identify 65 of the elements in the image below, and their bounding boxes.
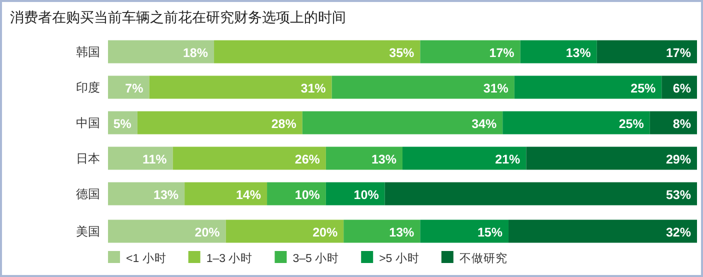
data-label: 17%: [666, 46, 691, 60]
data-label: 31%: [300, 81, 326, 96]
data-label: 25%: [630, 81, 656, 96]
y-tick-label: 德国: [76, 186, 100, 201]
data-label: 14%: [236, 188, 262, 202]
bar: [520, 40, 597, 64]
chart-title: 消费者在购买当前车辆之前花在研究财务选项上的时间: [10, 9, 346, 25]
legend-label: 1–3 小时: [206, 252, 253, 265]
bar: [384, 182, 697, 206]
bar: [214, 40, 420, 64]
bar: [332, 76, 514, 99]
y-tick-label: 韩国: [76, 44, 100, 59]
data-label: 5%: [113, 116, 132, 131]
data-label: 25%: [618, 116, 644, 131]
data-label: 29%: [666, 152, 691, 166]
bar: [108, 146, 173, 170]
y-tick-label: 印度: [76, 80, 100, 94]
bar: [108, 76, 150, 99]
data-label: 10%: [354, 188, 379, 202]
bar: [650, 111, 697, 134]
data-label: 34%: [472, 116, 497, 131]
legend-label: >5 小时: [379, 252, 420, 265]
data-label: 13%: [371, 152, 396, 166]
data-label: 13%: [154, 188, 179, 202]
data-label: 21%: [495, 152, 520, 166]
data-label: 17%: [489, 46, 514, 60]
bar: [420, 40, 520, 64]
bar: [514, 76, 662, 99]
bar: [402, 146, 526, 170]
data-label: 6%: [672, 81, 691, 96]
data-label: 11%: [142, 152, 167, 166]
data-label: 10%: [294, 188, 320, 202]
data-label: 18%: [182, 46, 208, 60]
bar: [326, 182, 385, 206]
bar: [526, 146, 697, 170]
data-label: 15%: [477, 225, 503, 240]
bar: [596, 40, 697, 64]
data-label: 20%: [312, 225, 338, 240]
data-label: 8%: [672, 116, 691, 131]
bar: [326, 146, 402, 170]
y-tick-label: 美国: [76, 224, 100, 238]
bar: [108, 182, 185, 206]
data-label: 13%: [566, 46, 591, 60]
data-label: 35%: [389, 46, 414, 60]
bar: [502, 111, 650, 134]
data-label: 31%: [483, 81, 508, 96]
bar: [184, 182, 268, 206]
data-label: 32%: [666, 225, 691, 240]
data-label: 7%: [125, 81, 144, 96]
bar: [149, 76, 332, 99]
bar: [108, 40, 214, 64]
data-label: 53%: [666, 188, 691, 202]
y-tick-label: 日本: [76, 151, 100, 166]
y-tick-label: 中国: [76, 116, 100, 130]
legend-label: 3–5 小时: [292, 252, 340, 265]
bar: [172, 146, 326, 170]
data-label: 20%: [194, 225, 220, 240]
bar: [302, 111, 503, 134]
data-label: 28%: [271, 116, 296, 131]
legend-label: <1 小时: [126, 252, 166, 265]
bar: [267, 182, 326, 206]
bar: [137, 111, 302, 134]
legend-label: 不做研究: [459, 251, 508, 265]
data-label: 13%: [389, 225, 414, 240]
data-label: 26%: [294, 152, 320, 166]
